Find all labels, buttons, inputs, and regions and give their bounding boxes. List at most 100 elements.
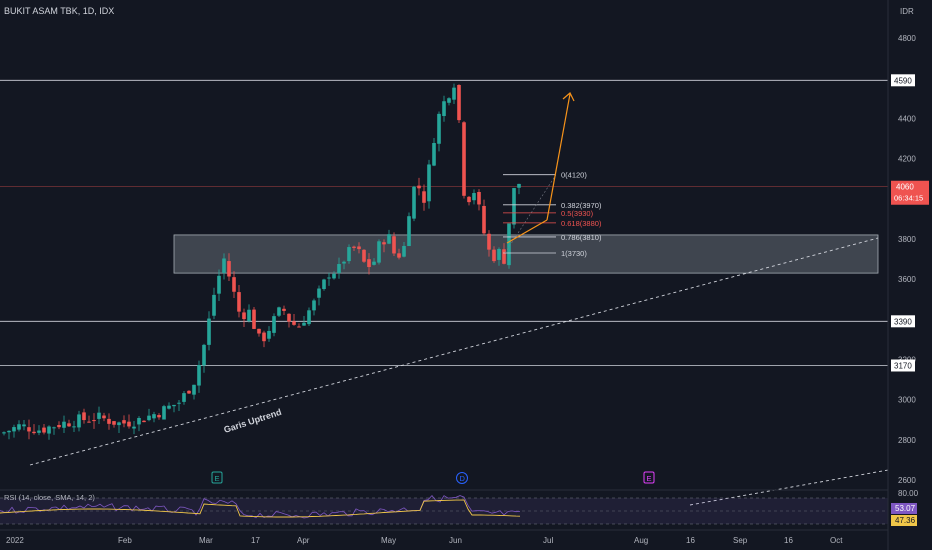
- candlesticks: [2, 83, 521, 440]
- candle-body: [302, 322, 306, 326]
- time-tick-label: Oct: [830, 536, 843, 545]
- candle-body: [137, 417, 141, 425]
- candle-body: [152, 414, 156, 419]
- fib-level-label: 0.382(3970): [561, 201, 602, 210]
- candle-body: [102, 415, 106, 419]
- candle-body: [462, 122, 466, 196]
- candle-body: [182, 393, 186, 402]
- candle-body: [337, 264, 341, 274]
- fib-level-label: 0.5(3930): [561, 209, 594, 218]
- support-zone: [173, 234, 879, 274]
- current-price-label: 4060: [896, 183, 914, 192]
- projection-arrow-segment: [506, 219, 548, 244]
- candle-body: [107, 418, 111, 424]
- candle-body: [297, 326, 301, 328]
- event-marker: [456, 472, 468, 484]
- time-tick-label: Aug: [634, 536, 648, 545]
- price-tick-label: 3600: [898, 275, 916, 284]
- candle-body: [47, 426, 51, 434]
- candle-body: [277, 307, 281, 316]
- candle-body: [512, 188, 516, 225]
- candle-body: [187, 390, 191, 394]
- candle-body: [112, 421, 116, 425]
- price-tick-label: 2800: [898, 436, 916, 445]
- time-tick-label: Jun: [449, 536, 462, 545]
- candle-body: [7, 430, 11, 433]
- candle-body: [162, 406, 166, 420]
- level-tag-label: 4590: [894, 76, 912, 85]
- candle-body: [472, 193, 476, 201]
- candle-body: [237, 292, 241, 312]
- candle-body: [247, 309, 251, 322]
- candle-body: [352, 246, 356, 248]
- candle-body: [437, 113, 441, 144]
- candle-body: [177, 402, 181, 404]
- candle-body: [342, 261, 346, 264]
- candle-body: [262, 332, 266, 342]
- candle-body: [447, 98, 451, 103]
- price-tick-label: 3000: [898, 396, 916, 405]
- candle-body: [92, 420, 96, 422]
- candle-body: [407, 216, 411, 247]
- event-marker-label: D: [460, 474, 466, 483]
- fib-level-label: 0.618(3880): [561, 219, 602, 228]
- time-tick-label: Mar: [199, 536, 213, 545]
- candle-body: [322, 279, 326, 290]
- candle-body: [372, 261, 376, 265]
- candle-body: [22, 424, 26, 427]
- sma-value-label: 47.36: [895, 516, 916, 525]
- candle-body: [252, 309, 256, 329]
- candle-body: [362, 249, 366, 262]
- candle-body: [457, 84, 461, 121]
- time-tick-label: 16: [686, 536, 695, 545]
- time-axis[interactable]: 2022 Feb Mar 17 Apr May Jun Jul Aug 16 Sep 16 Oct: [0, 529, 888, 545]
- candle-body: [267, 330, 271, 339]
- time-tick-label: Apr: [297, 536, 310, 545]
- horizontal-levels: [0, 79, 888, 366]
- price-tick-label: 3800: [898, 235, 916, 244]
- candle-body: [312, 300, 316, 311]
- candle-body: [292, 321, 296, 325]
- candle-body: [197, 365, 201, 386]
- fib-level-label: 0(4120): [561, 171, 587, 180]
- level-tag-label: 3390: [894, 317, 912, 326]
- candle-body: [452, 87, 456, 100]
- event-marker: [643, 471, 655, 484]
- time-tick-label: 17: [251, 536, 260, 545]
- projection-arrow: [506, 92, 575, 244]
- candle-body: [217, 275, 221, 294]
- fib-trend-line: [504, 174, 557, 254]
- candle-body: [212, 294, 216, 316]
- candle-body: [37, 430, 41, 433]
- rsi-value-tag: [891, 503, 917, 514]
- countdown-label: 06:34:15: [894, 194, 923, 203]
- currency-label: IDR: [900, 7, 914, 16]
- candle-body: [12, 427, 16, 432]
- uptrend-lines: Garis Uptrend: [29, 237, 889, 506]
- time-tick-label: Feb: [118, 536, 132, 545]
- candle-body: [487, 233, 491, 250]
- time-tick-label: Jul: [543, 536, 553, 545]
- candle-body: [67, 423, 71, 427]
- candle-body: [272, 316, 276, 333]
- candle-body: [402, 245, 406, 257]
- candle-body: [397, 253, 401, 258]
- candle-body: [77, 414, 81, 428]
- fib-level-label: 0.786(3810): [561, 233, 602, 242]
- level-tag: [891, 315, 915, 328]
- candle-body: [127, 421, 131, 427]
- candle-body: [422, 191, 426, 203]
- candle-body: [192, 384, 196, 395]
- price-axis[interactable]: IDR4800440042003800360032003000280026004…: [887, 0, 929, 550]
- fibonacci-levels: 0(4120) 0.382(3970)0.5(3930)0.618(3880) 0.…: [503, 171, 602, 258]
- candle-body: [17, 424, 21, 430]
- candle-body: [82, 412, 86, 421]
- fib-level-label: 1(3730): [561, 249, 587, 258]
- candle-body: [502, 249, 506, 264]
- candle-body: [97, 412, 101, 419]
- candle-body: [507, 223, 511, 266]
- time-tick-label: Sep: [733, 536, 748, 545]
- candle-body: [477, 191, 481, 205]
- candle-body: [327, 277, 331, 279]
